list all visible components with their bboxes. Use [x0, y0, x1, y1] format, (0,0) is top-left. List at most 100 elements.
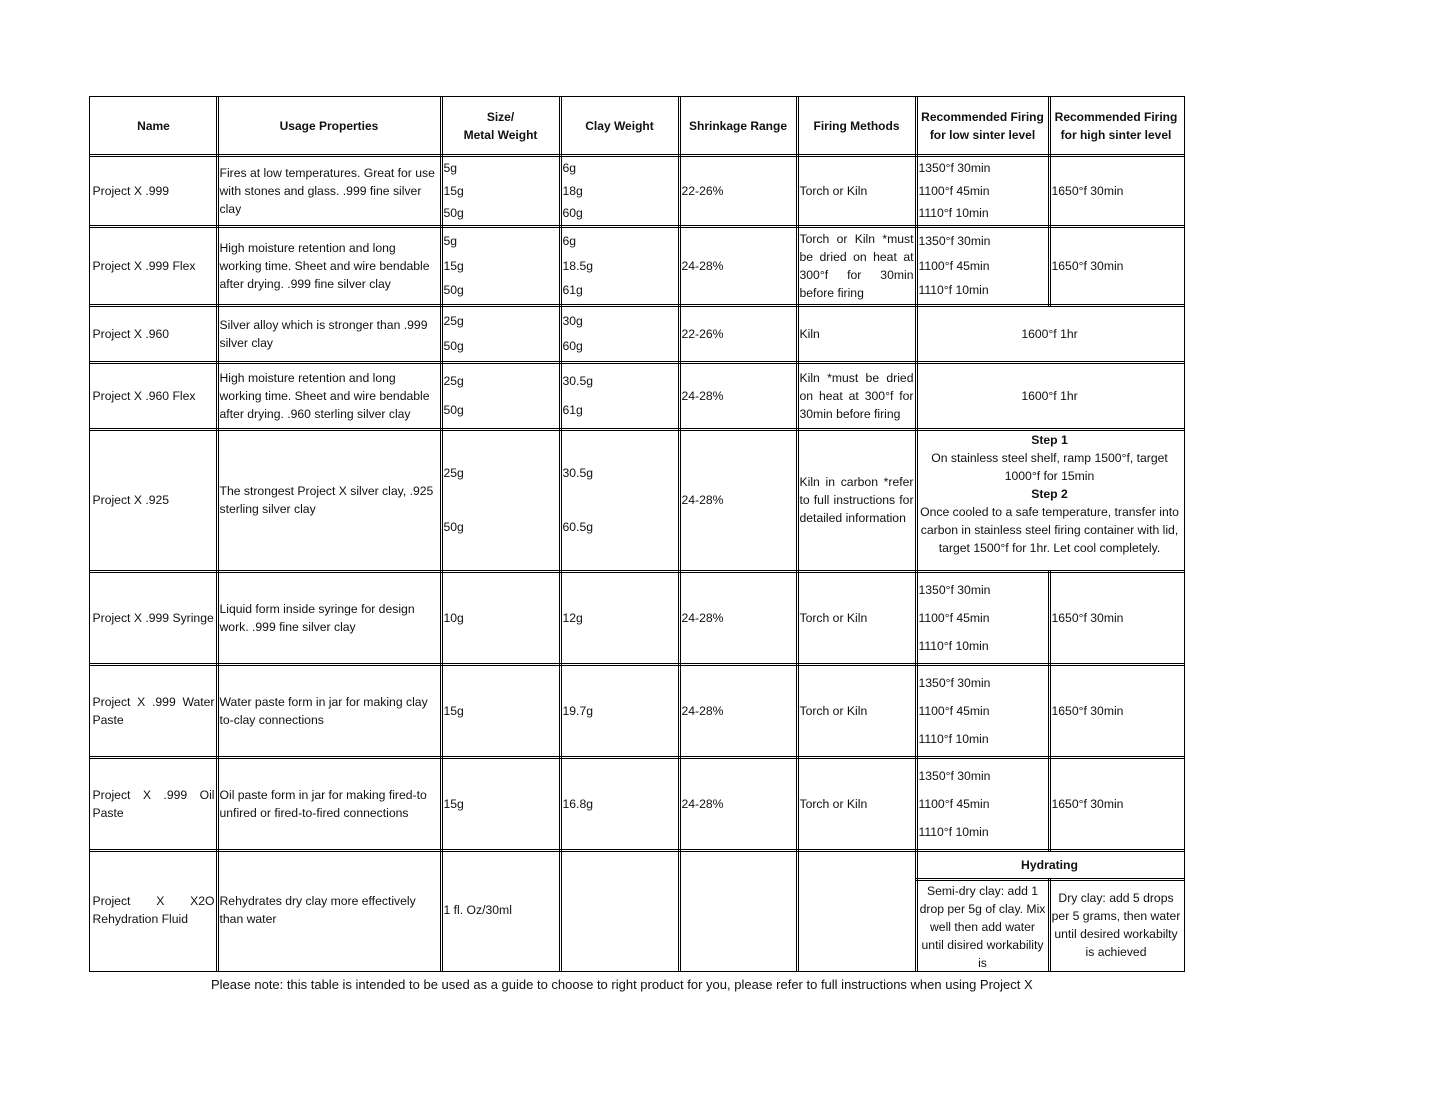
usage-cell: Water paste form in jar for making clay …	[215, 662, 443, 759]
name-cell: Project X .999 Water Paste	[88, 662, 219, 759]
size-cell: 1 fl. Oz/30ml	[439, 848, 562, 972]
firing-cell: Kiln in carbon *refer to full instructio…	[795, 427, 918, 573]
usage-text: Water paste form in jar for making clay …	[219, 694, 428, 727]
low-text: 1110°f 10min	[918, 638, 989, 653]
size-cell: 10g	[439, 569, 562, 666]
clay-cell	[558, 848, 681, 972]
clay-text: 61g	[562, 402, 583, 417]
low-text: 1110°f 10min	[918, 283, 989, 297]
hydrating-title-cell: Hydrating	[914, 848, 1185, 881]
size-text: 50g	[443, 339, 464, 354]
clay-text: 61g	[562, 283, 583, 297]
name-cell: Project X .999 Oil Paste	[88, 755, 219, 852]
shrinkage-cell: 24-28%	[677, 662, 799, 759]
name-cell: Project X .999	[88, 153, 219, 228]
header-text: Metal Weight	[463, 128, 538, 142]
clay-text: 19.7g	[562, 703, 594, 718]
shrinkage-cell: 24-28%	[677, 755, 799, 852]
usage-text: Rehydrates dry clay more effectively tha…	[219, 894, 416, 926]
shrinkage-text: 22-26%	[681, 183, 724, 198]
clay-text: 30.5g	[562, 374, 594, 389]
header-cell: Name	[88, 95, 219, 157]
dry-cell: Dry clay: add 5 drops per 5 grams, then …	[1047, 877, 1185, 972]
step-title: Step 2	[1031, 486, 1068, 501]
header-cell: Recommended Firing for low sinter level	[914, 95, 1051, 157]
firing-cell: Torch or Kiln	[795, 569, 918, 666]
low-text: 1100°f 45min	[918, 703, 990, 718]
usage-text: Oil paste form in jar for making fired-t…	[219, 787, 427, 820]
name-text: Project X .925	[92, 493, 170, 507]
firing-text: Torch or Kiln	[799, 183, 868, 198]
shrinkage-text: 24-28%	[681, 703, 724, 718]
size-cell: 15g	[439, 755, 562, 852]
low-cell: 1350°f 30min 1100°f 45min 1110°f 10min	[914, 662, 1051, 759]
size-text: 5g	[443, 234, 458, 248]
firing-temp-cell: 1600°f 1hr	[914, 360, 1185, 431]
name-cell: Project X .960 Flex	[88, 360, 219, 431]
clay-cell: 30.5g 61g	[558, 360, 681, 431]
size-text: 50g	[443, 402, 464, 417]
semi-dry-text: Semi-dry clay: add 1 drop per 5g of clay…	[919, 883, 1046, 970]
clay-text: 16.8g	[562, 796, 594, 811]
shrinkage-text: 24-28%	[681, 388, 724, 403]
clay-cell: 12g	[558, 569, 681, 666]
name-text: Project X .999 Water Paste	[92, 694, 215, 727]
low-text: 1110°f 10min	[918, 206, 989, 220]
low-cell: 1350°f 30min 1100°f 45min 1110°f 10min	[914, 755, 1051, 852]
size-text: 15g	[443, 183, 464, 198]
footnote: Please note: this table is intended to b…	[211, 977, 1033, 992]
firing-temp-text: 1600°f 1hr	[1021, 388, 1078, 403]
firing-cell: Torch or Kiln	[795, 153, 918, 228]
low-text: 1350°f 30min	[918, 675, 991, 690]
clay-cell: 30g 60g	[558, 303, 681, 364]
usage-cell: Fires at low temperatures. Great for use…	[215, 153, 443, 228]
dry-text: Dry clay: add 5 drops per 5 grams, then …	[1051, 890, 1181, 959]
header-text: Clay Weight	[585, 119, 654, 133]
shrinkage-cell: 22-26%	[677, 303, 799, 364]
shrinkage-text: 24-28%	[681, 258, 724, 273]
usage-cell: Silver alloy which is stronger than .999…	[215, 303, 443, 364]
size-cell: 25g 50g	[439, 303, 562, 364]
low-text: 1350°f 30min	[918, 582, 991, 597]
firing-text: Torch or Kiln *must be dried on heat at …	[799, 231, 914, 300]
size-text: 50g	[443, 519, 464, 534]
name-text: Project X X2O Rehydration Fluid	[92, 894, 215, 926]
table-frame	[89, 96, 1185, 972]
header-text: Recommended Firing for high sinter level	[1054, 110, 1178, 142]
low-text: 1350°f 30min	[918, 234, 991, 248]
header-cell: Clay Weight	[558, 95, 681, 157]
hydrating-title: Hydrating	[1021, 857, 1078, 872]
clay-text: 6g	[562, 234, 577, 248]
shrinkage-cell: 24-28%	[677, 360, 799, 431]
shrinkage-cell	[677, 848, 799, 972]
clay-text: 12g	[562, 610, 583, 625]
high-text: 1650°f 30min	[1051, 258, 1124, 273]
header-text: Firing Methods	[813, 119, 900, 133]
step-text: On stainless steel shelf, ramp 1500°f, t…	[931, 450, 1168, 483]
name-text: Project X .999 Oil Paste	[92, 787, 215, 820]
low-text: 1110°f 10min	[918, 824, 989, 839]
name-cell: Project X .999 Flex	[88, 224, 219, 307]
size-text: 15g	[443, 703, 464, 718]
header-cell: Usage Properties	[215, 95, 443, 157]
header-cell: Firing Methods	[795, 95, 918, 157]
size-text: 25g	[443, 466, 464, 481]
header-cell: Shrinkage Range	[677, 95, 799, 157]
low-text: 1100°f 45min	[918, 183, 990, 198]
firing-cell: Torch or Kiln	[795, 755, 918, 852]
step-title: Step 1	[1031, 432, 1068, 447]
high-text: 1650°f 30min	[1051, 796, 1124, 811]
clay-text: 30.5g	[562, 466, 594, 481]
size-cell: 15g	[439, 662, 562, 759]
steps-cell: Step 1 On stainless steel shelf, ramp 150…	[914, 427, 1185, 573]
name-cell: Project X X2O Rehydration Fluid	[88, 848, 219, 972]
firing-cell: Kiln *must be dried on heat at 300°f for…	[795, 360, 918, 431]
size-text: 25g	[443, 374, 464, 389]
size-text: 1 fl. Oz/30ml	[443, 903, 512, 917]
name-text: Project X .960	[92, 326, 170, 341]
usage-cell: Oil paste form in jar for making fired-t…	[215, 755, 443, 852]
low-text: 1100°f 45min	[918, 796, 990, 811]
name-cell: Project X .925	[88, 427, 219, 573]
shrinkage-text: 24-28%	[681, 493, 724, 507]
clay-text: 60.5g	[562, 519, 594, 534]
